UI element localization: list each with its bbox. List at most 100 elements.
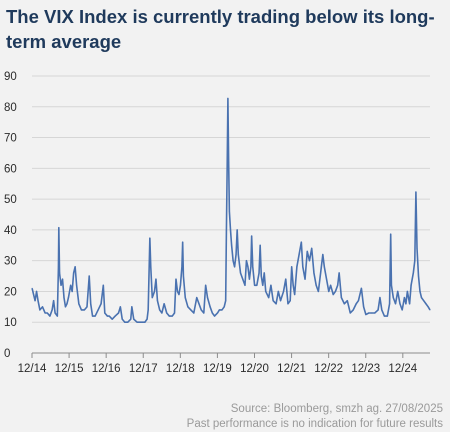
data-point [282,290,285,293]
data-point [377,309,379,311]
data-point [46,312,48,314]
data-point [399,303,401,305]
data-point [233,266,236,268]
data-point [427,306,429,308]
y-tick-label: 60 [4,163,17,175]
data-point [401,309,403,311]
data-point [313,272,315,274]
data-point [292,284,294,286]
data-point [365,313,367,316]
data-point [184,297,186,299]
data-point [343,303,345,305]
data-point [218,309,220,311]
data-point [254,284,256,286]
data-point [66,303,68,305]
data-point [44,312,46,314]
data-point [357,300,360,302]
data-point [209,306,211,308]
data-point [415,191,417,193]
data-point [114,315,116,317]
data-point [60,284,62,286]
data-point [228,161,230,163]
data-point [155,278,157,280]
series-group [31,97,431,324]
x-tick-label: 12/19 [203,363,232,375]
data-point [330,284,332,286]
data-point [136,321,138,323]
data-point [142,321,144,323]
data-point [175,278,177,280]
y-tick-label: 0 [4,348,10,360]
data-point [67,297,70,299]
data-point [419,290,421,293]
data-point [355,303,357,305]
data-point [179,284,182,286]
y-tick-label: 40 [4,225,17,237]
data-point [203,312,205,314]
data-point [74,266,76,268]
data-point [88,275,90,277]
data-point [338,272,340,274]
data-point [71,290,73,293]
data-point [425,303,427,305]
data-point [390,284,393,286]
data-point [213,315,216,317]
data-point [317,290,319,293]
data-point [182,275,185,277]
gridlines [32,75,430,323]
data-point [379,297,381,299]
data-point [133,318,135,320]
data-point [251,235,253,237]
y-tick-label: 10 [4,317,17,329]
data-point [429,309,431,311]
data-point [270,284,272,286]
x-tick-label: 12/23 [351,363,380,375]
data-point [320,272,322,274]
data-point [242,278,244,280]
data-point [221,309,223,311]
data-point [349,312,351,314]
data-point [56,315,58,317]
y-tick-label: 30 [4,256,17,268]
data-point [64,306,67,308]
y-tick-label: 50 [4,194,17,206]
data-point [146,318,148,320]
data-point [90,303,92,305]
x-tick-label: 12/22 [314,363,343,375]
data-point [287,303,289,305]
data-point [346,300,348,302]
data-point [111,318,113,320]
data-point [332,293,334,296]
data-point [340,297,342,299]
data-point [225,300,227,302]
data-point [229,229,232,231]
data-point [32,293,35,296]
source-note: Source: Bloomberg, smzh ag. 27/08/2025 P… [187,402,443,432]
data-point [156,300,159,302]
data-point [227,97,229,100]
data-point [231,244,233,246]
data-point [104,312,106,314]
x-axis: 12/14 12/15 12/16 12/17 12/18 12/19 12/20 12/21… [18,352,430,375]
data-point [381,309,383,311]
data-point [159,309,161,311]
data-point [211,312,213,314]
data-point [94,315,96,317]
data-point [262,284,264,286]
data-point [63,297,65,299]
y-tick-label: 90 [4,71,17,83]
data-point [239,272,242,274]
data-point [76,284,78,286]
data-point [414,260,416,262]
data-point [225,229,228,231]
data-point [268,297,270,299]
data-point [139,321,141,323]
data-point [397,290,399,293]
data-point [334,290,337,293]
data-point [325,278,328,280]
data-point [147,309,149,311]
data-point [124,321,126,323]
data-point [232,260,234,262]
data-point [300,241,302,243]
data-point [390,233,392,235]
